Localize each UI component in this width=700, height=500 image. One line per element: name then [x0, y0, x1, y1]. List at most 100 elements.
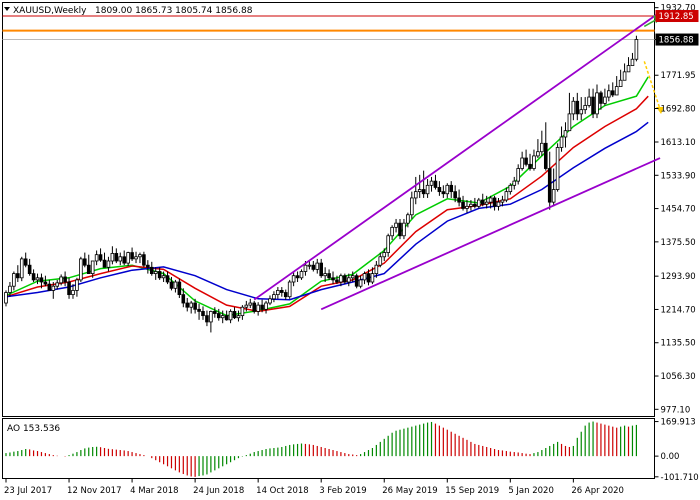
candle-body	[63, 276, 67, 283]
candle-body	[315, 262, 320, 270]
candle-body	[461, 201, 465, 209]
candle-body	[193, 302, 197, 310]
candle-body	[622, 71, 627, 81]
ao-tick-label: 0.00	[661, 452, 680, 462]
candle-body	[209, 311, 213, 323]
candle-body	[189, 302, 193, 308]
candle-body	[130, 252, 134, 260]
candle-body	[575, 100, 580, 115]
candle-body	[610, 90, 615, 96]
header-triangle-icon	[4, 7, 10, 11]
candle-body	[169, 281, 174, 289]
candle-body	[374, 264, 379, 274]
price-tick-label: 1293.90	[661, 272, 696, 282]
price-tick-label: 1056.30	[661, 372, 696, 382]
candle-body	[138, 254, 142, 258]
candle-body	[378, 256, 383, 266]
price-tick-label: 977.10	[661, 405, 691, 415]
candle-body	[303, 264, 308, 272]
candle-body	[508, 184, 513, 193]
channel-line-1	[320, 157, 661, 311]
candle-body	[453, 191, 457, 199]
candle-body	[79, 258, 83, 281]
candle-body	[276, 290, 280, 296]
candle-body	[173, 281, 178, 289]
candle-body	[382, 252, 387, 258]
candle-body	[39, 277, 44, 283]
candle-body	[354, 275, 359, 287]
candle-body	[98, 254, 103, 261]
time-tick-label: 3 Feb 2019	[319, 486, 367, 496]
candle-body	[398, 222, 402, 237]
candle-body	[240, 306, 245, 317]
candle-body	[236, 315, 241, 319]
ao-tick-label: 169.913	[661, 418, 696, 428]
price-tick-label: 1613.10	[661, 138, 696, 148]
candle-body	[630, 58, 635, 66]
candle-body	[626, 65, 631, 73]
price-tick-label: 1771.95	[661, 71, 696, 81]
candle-body	[417, 189, 422, 193]
candle-body	[429, 180, 434, 186]
candle-body	[27, 264, 32, 274]
candle-body	[473, 203, 477, 207]
candle-body	[406, 214, 410, 224]
time-tick-label: 26 May 2019	[382, 486, 437, 496]
header-ohlc: 1809.00 1865.73 1805.74 1856.88	[95, 6, 253, 16]
candle-body	[307, 264, 312, 267]
candle-body	[177, 281, 182, 296]
candle-body	[51, 285, 56, 291]
forecast-arrow-line	[643, 61, 661, 110]
candle-body	[512, 180, 517, 186]
time-tick-label: 5 Jan 2020	[508, 486, 554, 496]
candle-body	[311, 264, 316, 270]
candle-body	[559, 136, 564, 148]
price-tick-label: 1932.70	[661, 4, 696, 14]
candle-body	[260, 304, 264, 310]
time-tick-label: 15 Sep 2019	[445, 486, 499, 496]
candle-body	[445, 184, 450, 195]
candle-body	[153, 271, 158, 274]
candle-body	[500, 199, 505, 203]
candle-body	[362, 273, 367, 281]
price-tick-label: 1135.50	[661, 339, 696, 349]
candle-body	[528, 163, 532, 169]
candle-body	[614, 86, 619, 96]
candle-body	[185, 302, 190, 308]
candle-body	[142, 254, 146, 266]
candle-body	[197, 308, 201, 312]
candle-body	[496, 201, 501, 207]
moving-average-line-1	[5, 95, 649, 313]
candle-body	[71, 290, 75, 296]
candle-body	[618, 79, 623, 87]
channel-lines	[253, 11, 661, 311]
candle-body	[90, 260, 95, 274]
candle-body	[504, 191, 509, 201]
candle-body	[358, 279, 363, 287]
candle-body	[335, 279, 339, 283]
candle-body	[536, 151, 540, 157]
candle-body	[102, 259, 107, 268]
candle-body	[563, 130, 568, 138]
candle-body	[366, 273, 371, 283]
candle-body	[157, 271, 162, 279]
horizontal-lines	[2, 15, 655, 41]
candle-body	[272, 294, 276, 300]
candle-body	[67, 281, 71, 296]
candle-body	[595, 92, 599, 115]
candle-body	[16, 273, 20, 279]
time-tick-label: 4 Mar 2018	[130, 486, 178, 496]
candle-body	[216, 313, 221, 319]
candle-body	[283, 292, 288, 298]
candle-body	[161, 275, 166, 279]
candle-body	[587, 96, 591, 106]
candle-body	[390, 226, 394, 237]
candle-body	[579, 109, 584, 115]
candle-body	[331, 277, 335, 281]
candle-body	[339, 275, 343, 283]
ao-axis: 169.913 0.00 -101.710	[654, 418, 699, 483]
candle-body	[524, 157, 528, 165]
candle-body	[441, 191, 446, 195]
candle-body	[268, 298, 272, 304]
